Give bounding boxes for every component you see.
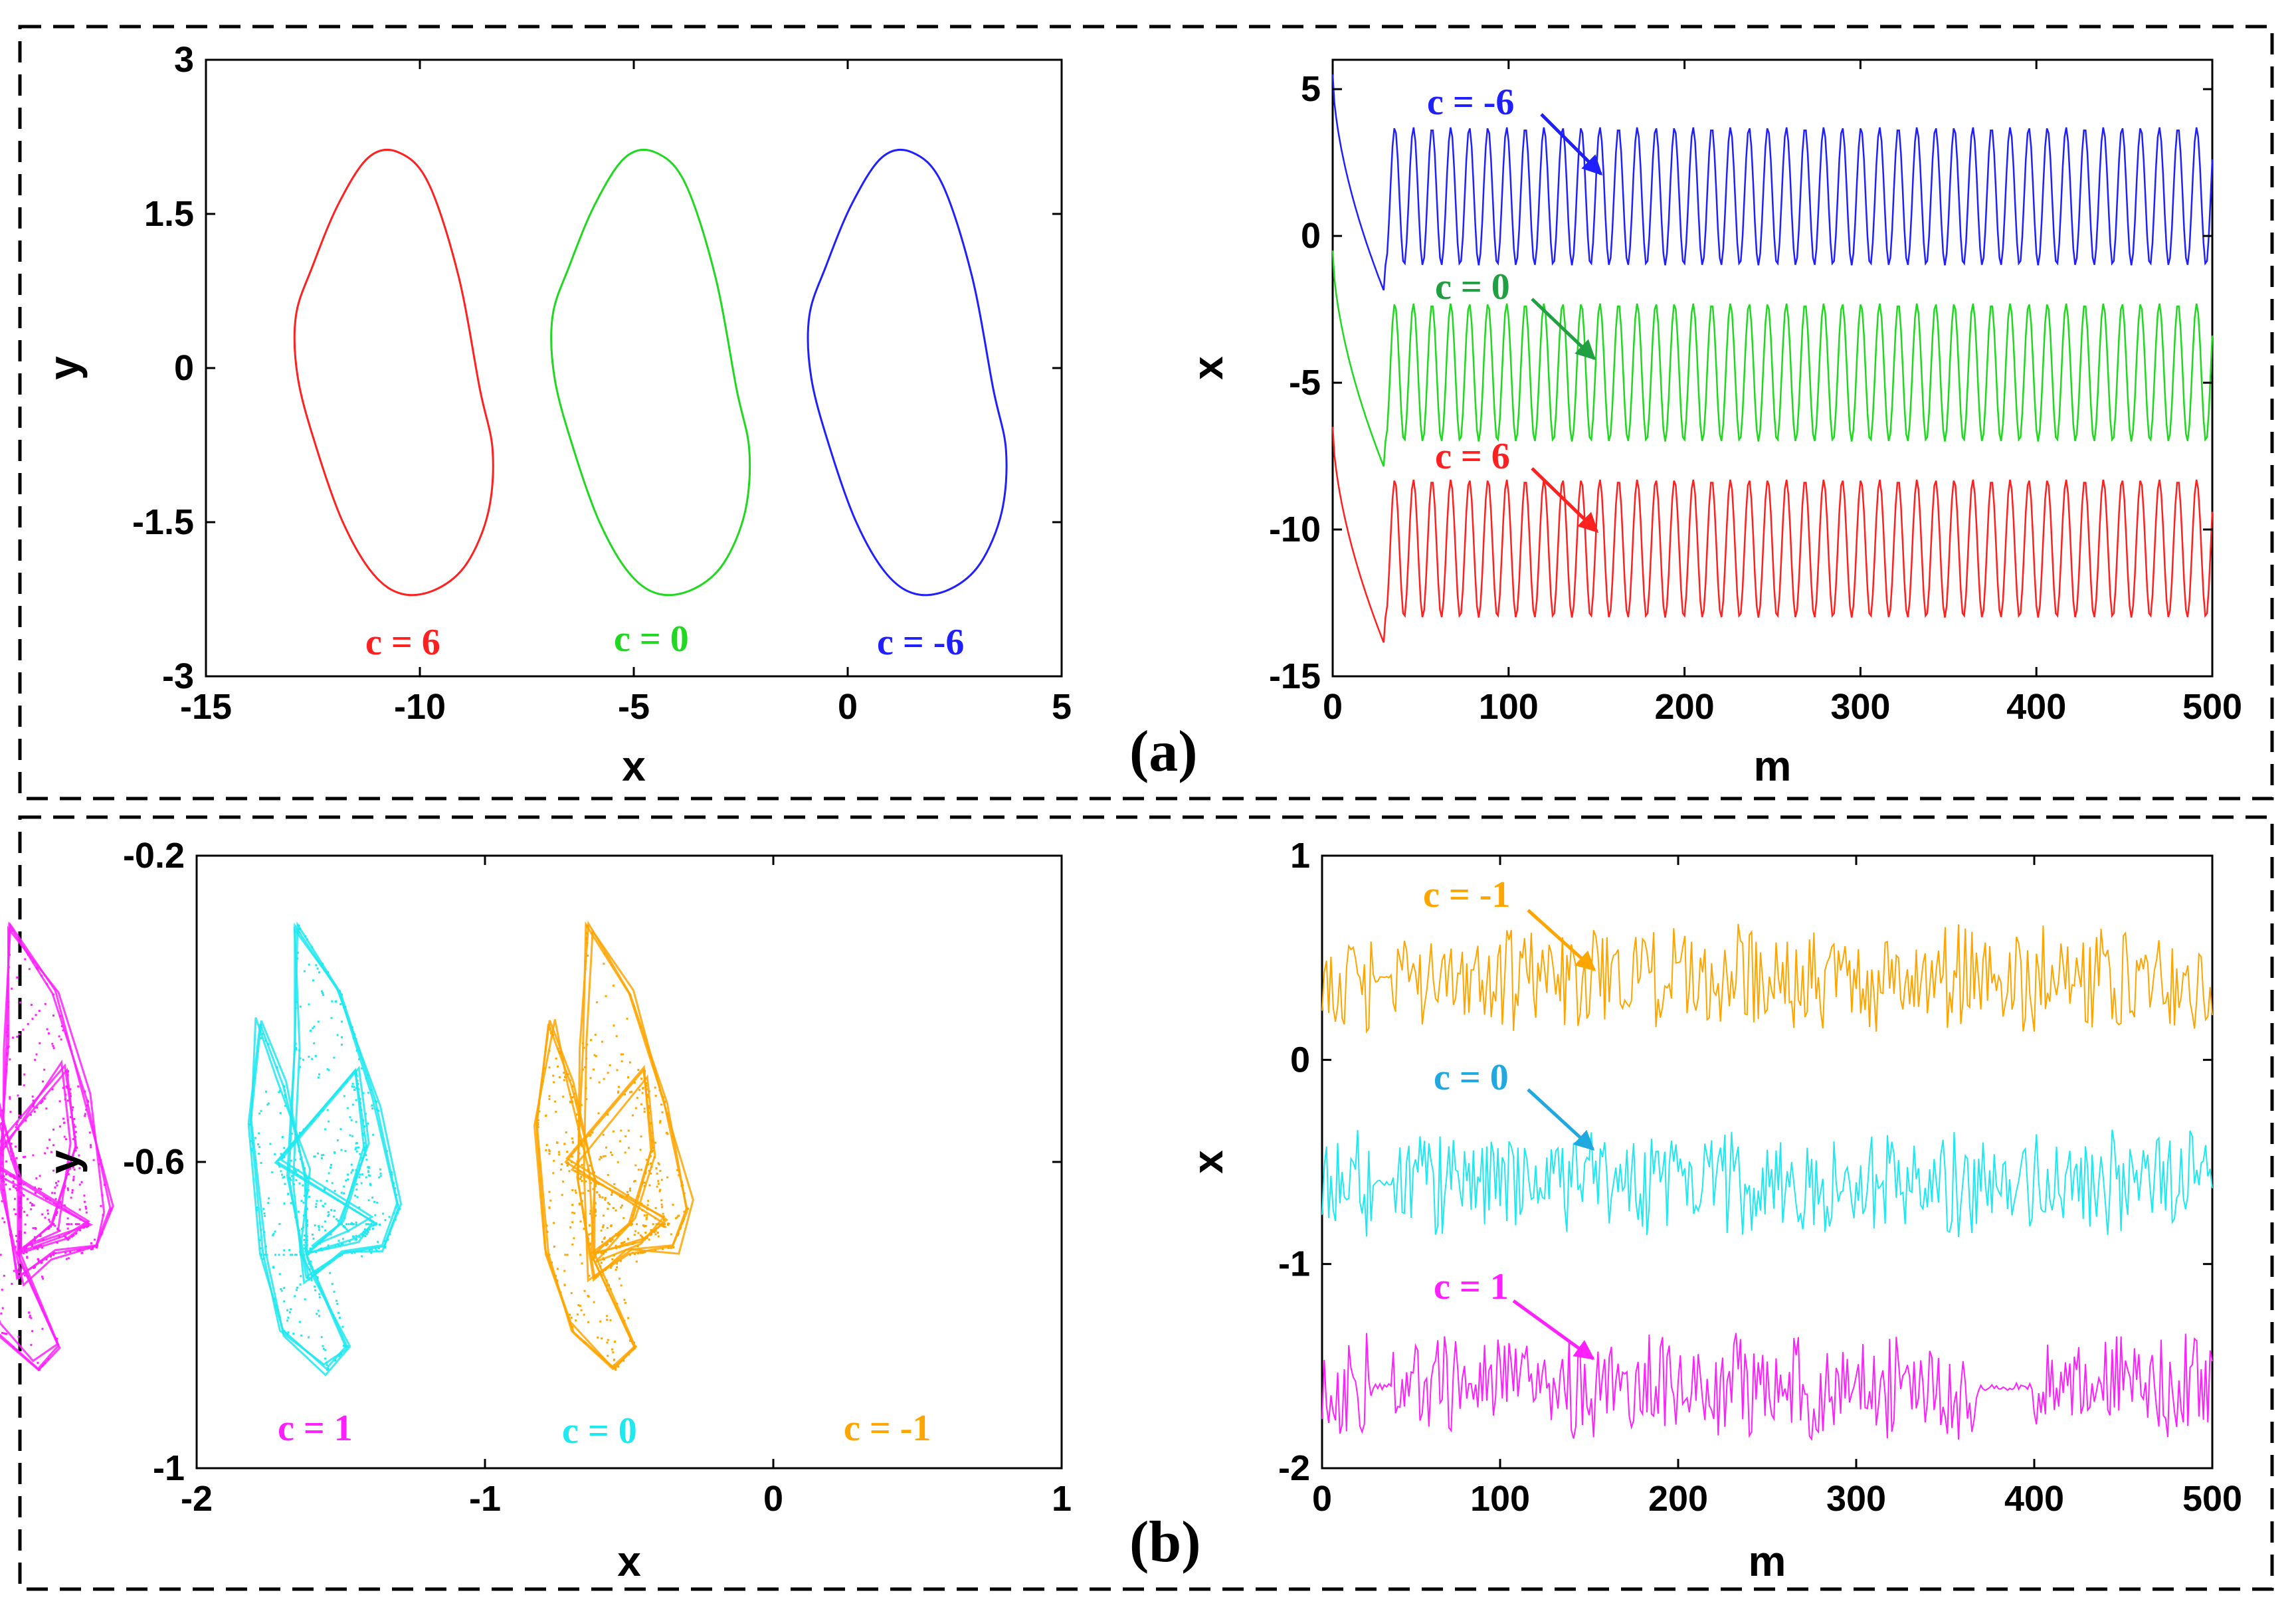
panel-b-phase-xtick-label: -1 [469,1479,501,1519]
panel-a-time-xtick-label: 400 [2006,687,2066,727]
panel-a-phase-cycle-0 [293,148,494,597]
panel-a-phase-xtick-label: -5 [618,687,650,727]
panel-a-time-xlabel: m [1754,742,1792,790]
panel-a-phase-ytick-label: -1.5 [132,502,194,542]
panel-a-time-xtick-label: 200 [1655,687,1715,727]
panel-a-label: (a) [1129,719,1198,784]
panel-a-time-plot: 0 100 200 300 400 500 5 0 -5 -10 -15 m x c = -6 c … [1184,58,2242,790]
panel-a-time-xtick-label: 0 [1323,687,1343,727]
panel-a-phase-xtick-label: -15 [180,687,232,727]
panel-a-time-xtick-label: 500 [2182,687,2242,727]
panel-b-time-xtick-label: 500 [2182,1479,2242,1519]
panel-b-label: (b) [1129,1510,1201,1574]
panel-b-phase-attractor-2 [533,920,694,1371]
panel-a-time-series-0 [1331,74,2214,291]
panel-a-phase-cycle-2 [807,148,1008,597]
panel-b-time-series-0 [1321,923,2213,1034]
panel-b-time-ytick-label: -1 [1278,1244,1310,1284]
panel-b-phase-xlabel: x [617,1537,641,1585]
panel-b-time-ylabel: x [1184,1150,1232,1174]
panel-b-phase-xtick-label: 1 [1052,1479,1072,1519]
panel-b-time-series-2 [1321,1333,2213,1441]
panel-a-time-ytick-label: 5 [1301,69,1321,109]
panel-a-phase-ytick-label: 3 [174,40,194,80]
panel-b-phase-xtick-label: 0 [763,1479,783,1519]
panel-a-phase-legend-c6: c = 6 [365,622,440,663]
panel-b-time-arrow-cm1 [1527,909,1596,972]
panel-b-time-ann-c0: c = 0 [1434,1057,1509,1098]
panel-b-phase-legend-cm1: c = -1 [844,1408,931,1449]
panel-a-phase-ylabel: y [40,356,88,380]
panel-a-phase-xlabel: x [622,742,646,790]
panel-b-time-series-1 [1321,1129,2213,1238]
panel-a-time-series-2 [1331,427,2214,643]
panel-a-phase-legend-cm6: c = -6 [877,622,964,663]
panel-b-phase-attractor-0 [0,921,114,1372]
panel-a-frame [18,25,2274,801]
panel-b-time-arrow-c1 [1512,1299,1595,1361]
panel-a-time-ytick-label: -5 [1289,363,1321,403]
panel-a-phase-plot: -15 -10 -5 0 5 3 1.5 0 -1.5 -3 x y c = 6 c = 0 c … [40,40,1072,790]
panel-a-time-arrow-cm6 [1540,113,1603,176]
panel-a-time-ytick-label: 0 [1301,216,1321,256]
panel-a-phase-xtick-label: 5 [1052,687,1072,727]
panel-a-phase-ytick-label: 1.5 [144,194,194,234]
panel-b-phase-ylabel: y [40,1150,88,1174]
panel-a-phase-cycle-1 [550,148,751,597]
panel-b-time-xtick-label: 400 [2004,1479,2064,1519]
panel-b-time-ytick-label: -2 [1278,1448,1310,1488]
panel-a-time-ytick-label: -15 [1269,656,1321,696]
panel-a-time-ann-c6: c = 6 [1435,436,1510,477]
panel-b-time-xtick-label: 100 [1470,1479,1530,1519]
panel-a-time-ylabel: x [1184,356,1232,380]
panel-b-phase-attractor-1 [247,921,403,1377]
panel-b-phase-ytick-label: -1 [153,1448,185,1488]
panel-a-phase-legend-c0: c = 0 [614,619,689,660]
panel-a-phase-ytick-label: -3 [162,656,194,696]
panel-a-time-ytick-label: -10 [1269,510,1321,549]
panel-a-time-xtick-label: 300 [1830,687,1890,727]
panel-a-phase-ytick-label: 0 [174,348,194,388]
panel-a-phase-xtick-label: 0 [838,687,858,727]
panel-b-phase-plot: -2 -1 0 1-0.2-0.6-1 x y c = 1 c = 0 c = -1 [0,836,1072,1585]
panel-b-phase-ytick-label: -0.6 [123,1142,185,1182]
panel-b-phase-legend-c1: c = 1 [278,1408,353,1449]
panel-b-time-ann-c1: c = 1 [1434,1266,1509,1307]
panel-a-phase-xtick-label: -10 [394,687,446,727]
panel-b-time-xtick-label: 300 [1826,1479,1886,1519]
panel-a-time-series-1 [1331,250,2214,467]
panel-a-time-arrow-c6 [1531,467,1599,533]
panel-b-phase-legend-c0: c = 0 [562,1410,637,1452]
panel-b-phase-ytick-label: -0.2 [123,836,185,876]
panel-b-time-xtick-label: 0 [1312,1479,1332,1519]
panel-b-time-arrow-c0 [1527,1088,1595,1151]
panel-b-time-xtick-label: 200 [1648,1479,1708,1519]
panel-b-time-xlabel: m [1749,1537,1786,1585]
panel-b-time-ytick-label: 1 [1290,836,1310,876]
panel-b-time-ytick-label: 0 [1290,1040,1310,1080]
panel-b-time-ann-cm1: c = -1 [1423,874,1510,915]
panel-a-time-arrow-c0 [1531,298,1596,361]
panel-a-time-ann-c0: c = 0 [1435,266,1510,308]
panel-a-time-ann-cm6: c = -6 [1427,82,1514,123]
panel-b-phase-xtick-label: -2 [181,1479,213,1519]
panel-a-time-xtick-label: 100 [1479,687,1539,727]
